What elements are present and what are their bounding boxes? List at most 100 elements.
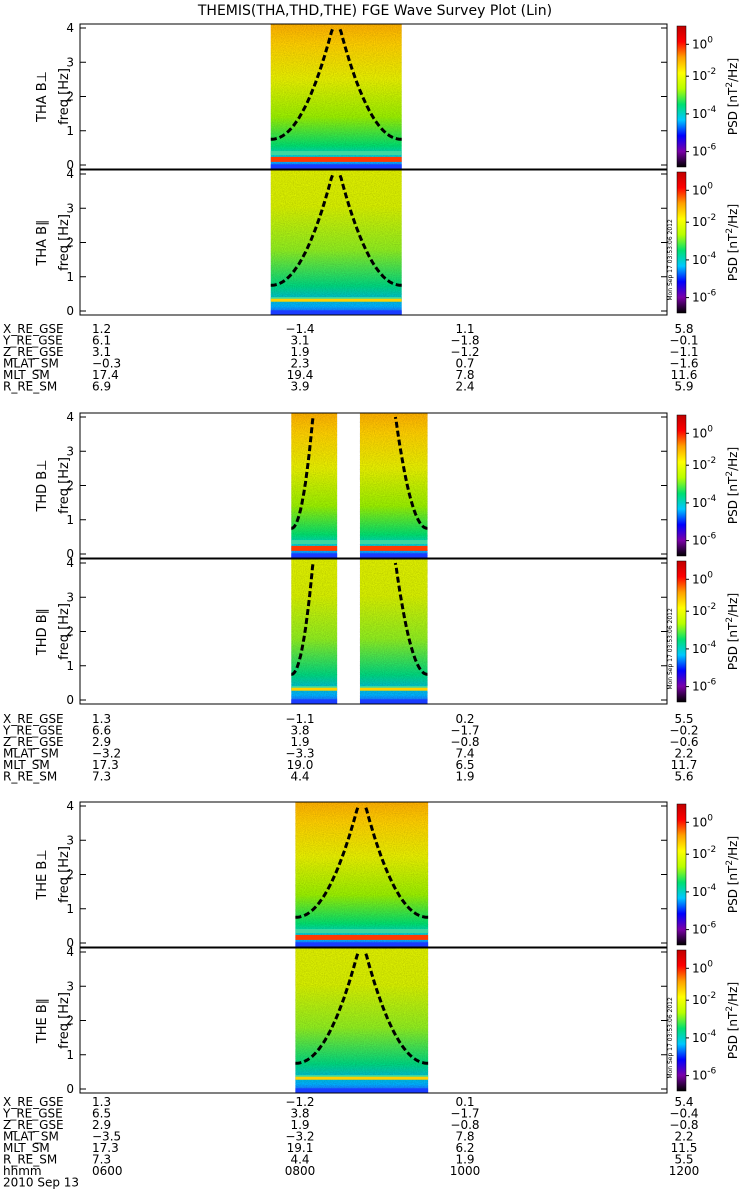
y-tick-label: 2 (66, 868, 74, 882)
ephemeris-value: 5.5 (674, 712, 693, 726)
ephemeris-value: 5.4 (674, 1095, 693, 1109)
panel-label: THA B⊥ (35, 71, 50, 123)
colorbar-label: PSD [nT2/Hz] (725, 593, 740, 670)
ephemeris-value: 6.5 (455, 758, 474, 772)
red-band (291, 545, 338, 551)
y-tick-label: 1 (66, 902, 74, 916)
y-axis-label: freq [Hz] (57, 68, 72, 125)
ephemeris-value: −1.8 (450, 334, 479, 348)
colorbar-tick-label: 10-2 (692, 991, 716, 1007)
curve (295, 951, 360, 1065)
ephemeris-value: −1.6 (669, 357, 698, 371)
ephemeris-value: 19.0 (287, 758, 314, 772)
ephemeris-value: −3.2 (92, 747, 121, 761)
colorbar-tick-label: 10-4 (692, 1029, 717, 1045)
ephemeris-value: 6.2 (455, 1141, 474, 1155)
colorbar-tick-label: 10-6 (692, 289, 717, 305)
curve (393, 562, 428, 676)
ephemeris-value: 7.8 (455, 1130, 474, 1144)
yellow-band (295, 1076, 429, 1080)
curve (270, 173, 335, 287)
ephemeris-value: 1.9 (290, 1118, 309, 1132)
y-tick-label: 2 (66, 90, 74, 104)
y-tick-label: 4 (66, 410, 74, 424)
ephemeris-label: MLT_SM (3, 1141, 50, 1155)
ephemeris-label: Z_RE_GSE (3, 735, 64, 749)
ephemeris-value: 2.2 (674, 747, 693, 761)
y-tick-label: 1 (66, 124, 74, 138)
colorbar-tick-label: 10-4 (692, 883, 717, 899)
y-tick-label: 2 (66, 479, 74, 493)
y-tick-label: 3 (66, 833, 74, 847)
band-0p3hz (359, 540, 428, 545)
colorbar-tick-label: 100 (692, 35, 713, 51)
y-tick-label: 4 (66, 799, 74, 813)
ephemeris-value: 4.4 (290, 1153, 309, 1167)
ephemeris-value: −1.1 (669, 345, 698, 359)
low-freq-band (291, 699, 338, 705)
y-axis-label: freq [Hz] (57, 603, 72, 660)
spectrogram-texture (295, 948, 429, 1093)
y-tick-label: 2 (66, 236, 74, 250)
colorbar (676, 949, 687, 1092)
colorbar-tick-label: 10-2 (692, 67, 716, 83)
curve (338, 27, 402, 141)
ephemeris-the: X_RE_GSE 1.3 −1.2 0.1 5.4Y_RE_GSE 6.5 3.8 −1.7−… (2, 1095, 699, 1167)
y-tick-label: 3 (66, 201, 74, 215)
timestamp-stamp: Mon Sep 17 03:53:06 2012 (667, 608, 674, 690)
colorbar-tick-label: 10-2 (692, 845, 716, 861)
low-freq-band (295, 1088, 429, 1094)
ephemeris-value: −3.5 (92, 1130, 121, 1144)
colorbar-tick-label: 10-6 (692, 1067, 717, 1083)
colorbar (676, 25, 687, 168)
colorbar-tick-label: 10-2 (692, 213, 716, 229)
ephemeris-value: −1.7 (450, 1107, 479, 1121)
ephemeris-value: −0.4 (669, 1107, 698, 1121)
ephemeris-tha: X_RE_GSE 1.2 −1.4 1.1 5.8Y_RE_GSE 6.1 3.1 −1.8−… (2, 322, 699, 394)
y-tick-label: 2 (66, 1014, 74, 1028)
timestamp-stamp: Mon Sep 17 03:53:06 2012 (667, 997, 674, 1079)
y-tick-label: 0 (66, 158, 74, 172)
spectrogram-texture (291, 413, 338, 558)
ephemeris-label: R_RE_SM (3, 380, 57, 394)
y-tick-label: 4 (66, 945, 74, 959)
y-tick-label: 4 (66, 556, 74, 570)
panel-tha-bperp: 0 1 2 3 4 THA B⊥ freq [Hz] 100 10-2 10-4 10-6 PSD [… (35, 21, 740, 172)
ephemeris-value: 3.8 (290, 724, 309, 738)
ephemeris-label: Z_RE_GSE (3, 345, 64, 359)
y-tick-label: 3 (66, 979, 74, 993)
panel-label: THD B∥ (35, 608, 50, 656)
curve (291, 416, 315, 530)
ephemeris-value: 2.9 (92, 1118, 111, 1132)
colorbar-tick-label: 100 (692, 424, 713, 440)
ephemeris-thd: X_RE_GSE 1.3 −1.1 0.2 5.5Y_RE_GSE 6.6 3.8 −1.7−… (2, 712, 699, 784)
ephemeris-value: 1.3 (92, 712, 111, 726)
low-freq-band (359, 553, 428, 559)
colorbar (676, 171, 687, 314)
panel-thd-bpar: 0 1 2 3 4 THD B∥ freq [Hz] 100 10-2 10-4 10-6 PSD [… (35, 556, 740, 707)
ephemeris-value: 7.4 (455, 747, 474, 761)
ephemeris-label: Y_RE_GSE (2, 1107, 63, 1121)
red-band (270, 156, 402, 162)
panel-label: THE B∥ (35, 998, 50, 1044)
x-axis-date: 2010 Sep 13 (3, 1176, 79, 1190)
red-band (295, 934, 429, 940)
ephemeris-label: R_RE_SM (3, 1153, 57, 1167)
ephemeris-value: −1.2 (285, 1095, 314, 1109)
colorbar (676, 560, 687, 703)
y-axis-label: freq [Hz] (57, 214, 72, 271)
spectrogram-texture (295, 802, 429, 947)
ephemeris-value: −0.3 (92, 357, 121, 371)
ephemeris-value: 3.1 (92, 345, 111, 359)
yellow-band (270, 298, 402, 302)
ephemeris-value: −0.1 (669, 334, 698, 348)
ephemeris-value: −0.2 (669, 724, 698, 738)
ephemeris-label: Y_RE_GSE (2, 334, 63, 348)
low-freq-band (291, 553, 338, 559)
ephemeris-label: R_RE_SM (3, 770, 57, 784)
ephemeris-value: 11.6 (671, 368, 698, 382)
ephemeris-value: −3.3 (285, 747, 314, 761)
curve (393, 416, 428, 530)
panel-label: THE B⊥ (35, 849, 50, 900)
ephemeris-value: 1.2 (92, 322, 111, 336)
